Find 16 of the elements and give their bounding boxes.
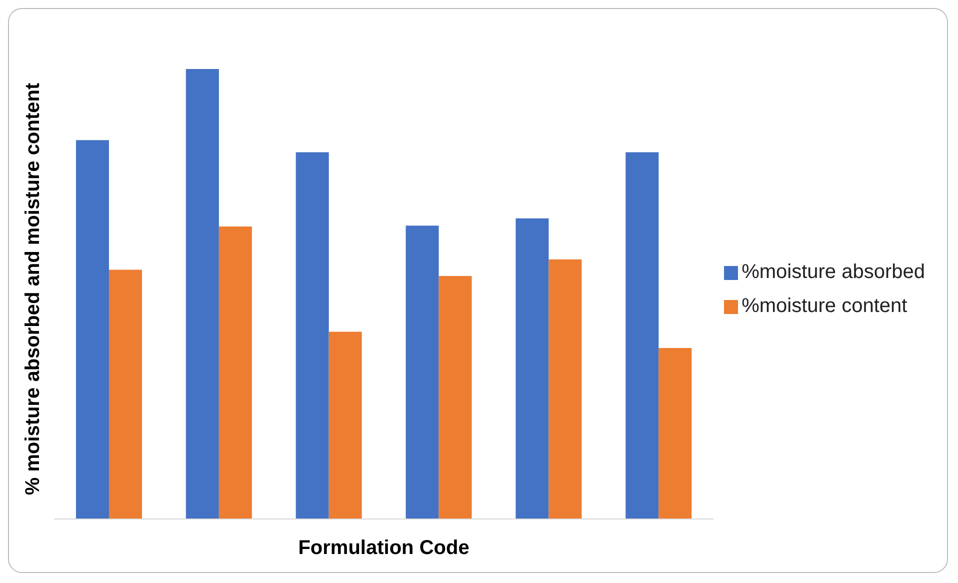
legend-label: %moisture absorbed [742,261,925,283]
bar [406,226,439,519]
bar [218,226,252,519]
bar [626,152,659,519]
x-axis-title: Formulation Code [298,537,470,559]
y-axis-title: % moisture absorbed and moisture content [22,82,44,496]
bar [328,332,362,519]
bar [108,270,142,519]
bar [296,152,329,519]
bar [438,276,472,519]
legend-label: %moisture content [742,295,908,317]
bar [548,259,582,519]
bar [186,69,219,519]
bar [76,140,109,519]
bar [516,218,549,519]
bar [658,348,692,519]
